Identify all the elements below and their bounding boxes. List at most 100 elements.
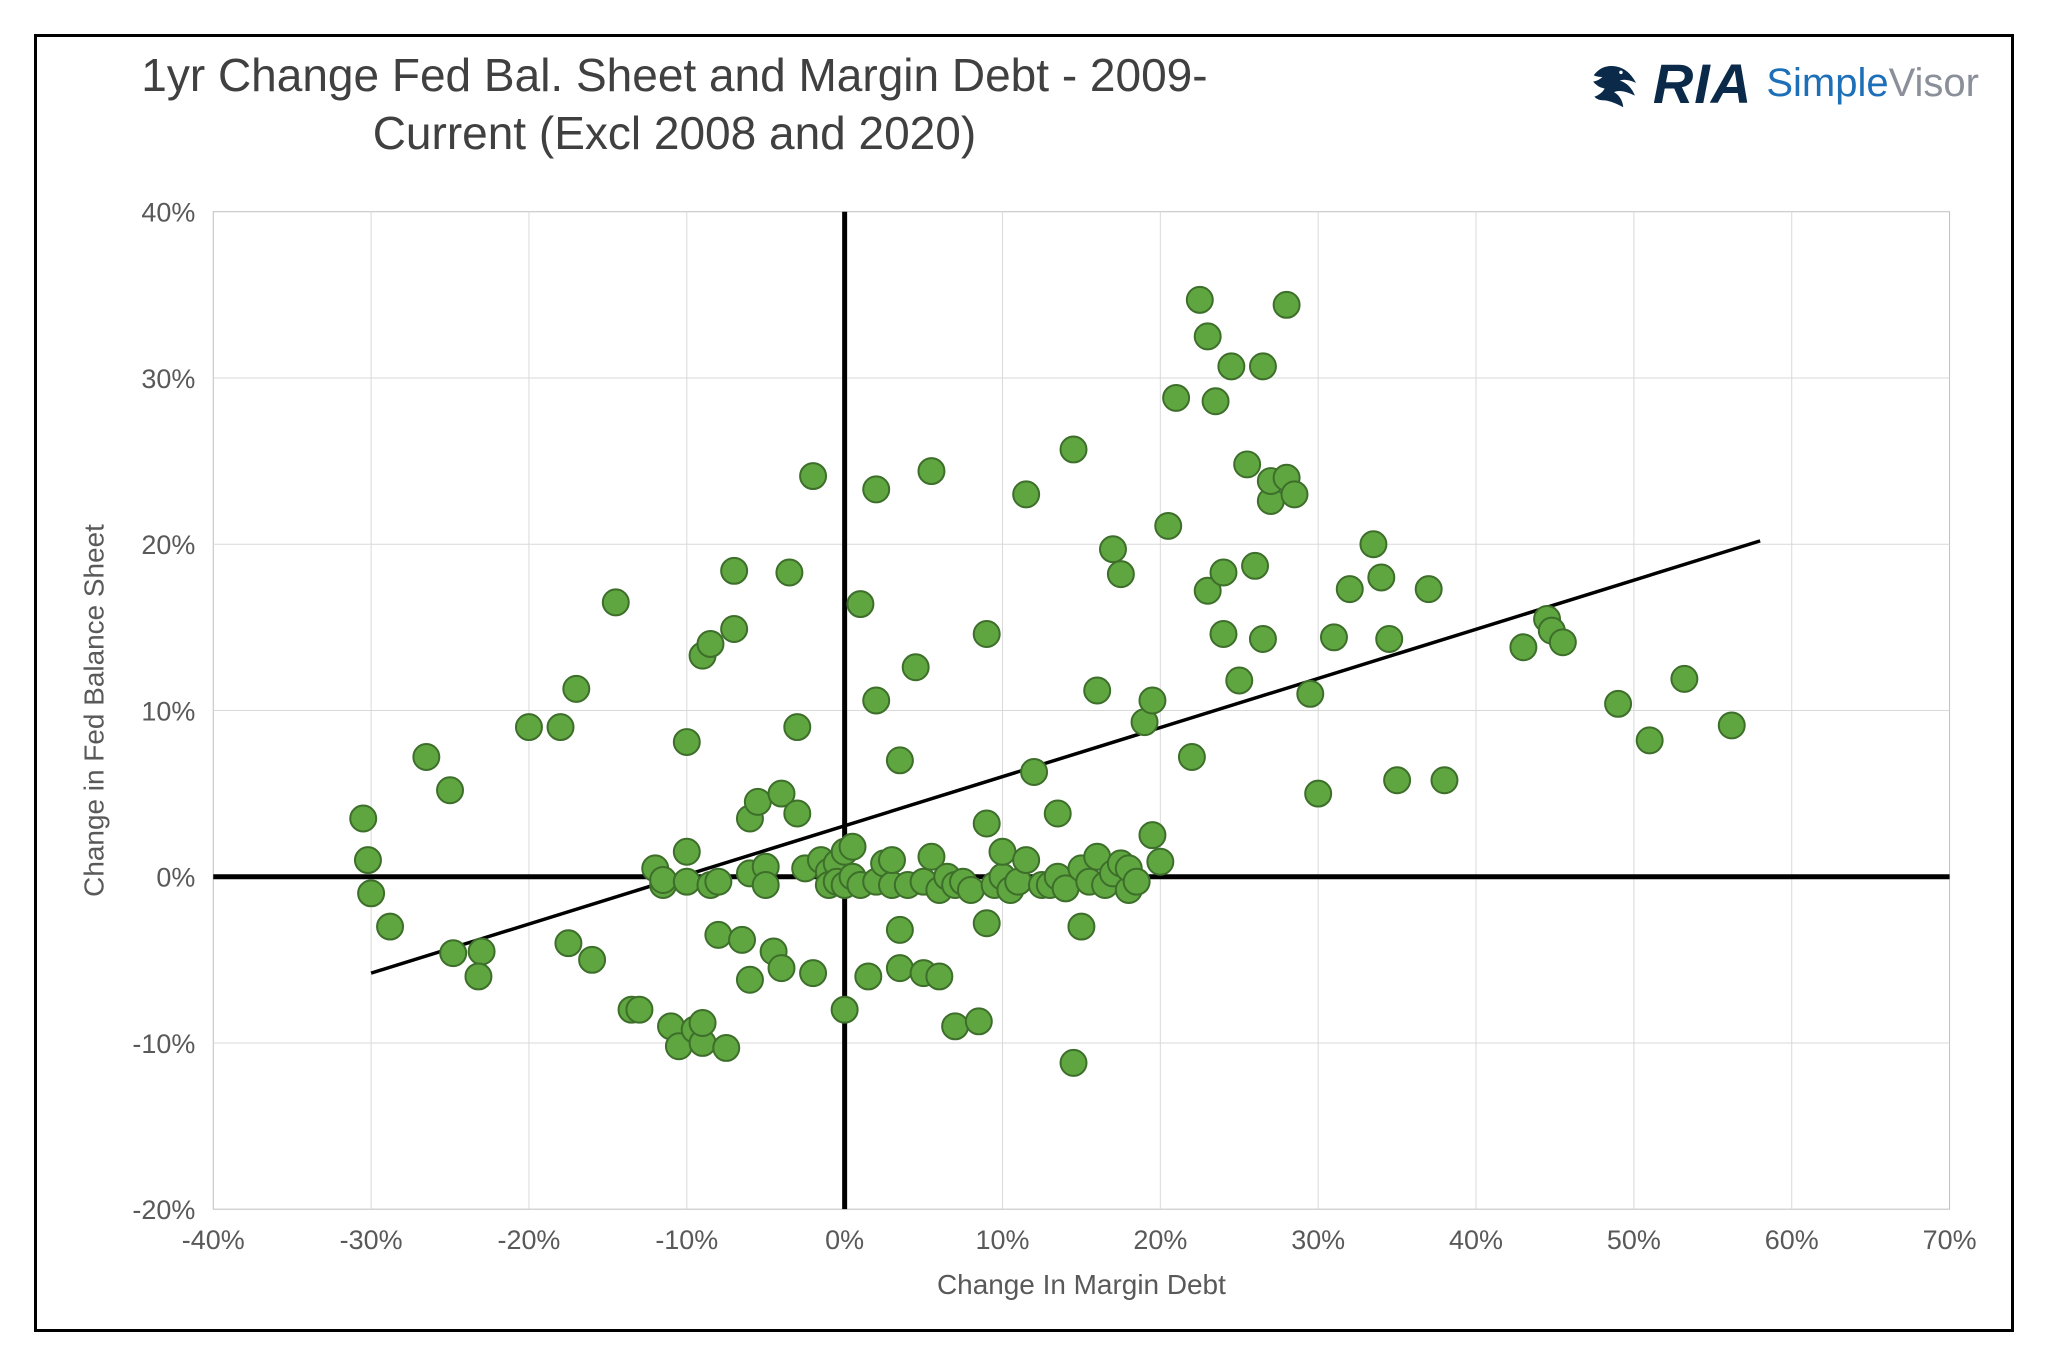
data-point bbox=[1337, 576, 1363, 602]
data-point bbox=[1021, 759, 1047, 785]
data-point bbox=[469, 939, 495, 965]
x-tick-label: 40% bbox=[1449, 1225, 1503, 1255]
data-point bbox=[1510, 634, 1536, 660]
data-point bbox=[358, 880, 384, 906]
data-point bbox=[1368, 564, 1394, 590]
data-point bbox=[1671, 666, 1697, 692]
data-point bbox=[555, 930, 581, 956]
data-point bbox=[1218, 353, 1244, 379]
data-point bbox=[1210, 621, 1236, 647]
data-point bbox=[879, 847, 905, 873]
data-point bbox=[887, 747, 913, 773]
data-point bbox=[1013, 481, 1039, 507]
data-point bbox=[737, 967, 763, 993]
data-point bbox=[840, 834, 866, 860]
data-point bbox=[1061, 1050, 1087, 1076]
y-tick-label: 30% bbox=[141, 364, 195, 394]
data-point bbox=[350, 806, 376, 832]
data-point bbox=[847, 591, 873, 617]
data-point bbox=[690, 1010, 716, 1036]
data-point bbox=[800, 463, 826, 489]
data-point bbox=[942, 1013, 968, 1039]
data-point bbox=[887, 917, 913, 943]
data-point bbox=[377, 914, 403, 940]
data-point bbox=[1250, 353, 1276, 379]
x-tick-label: 50% bbox=[1607, 1225, 1661, 1255]
data-point bbox=[1321, 624, 1347, 650]
data-point bbox=[563, 676, 589, 702]
data-point bbox=[1155, 513, 1181, 539]
data-point bbox=[674, 729, 700, 755]
data-point bbox=[465, 963, 491, 989]
x-tick-label: -10% bbox=[655, 1225, 718, 1255]
y-tick-label: 20% bbox=[141, 530, 195, 560]
data-point bbox=[626, 997, 652, 1023]
data-point bbox=[1274, 292, 1300, 318]
data-point bbox=[603, 589, 629, 615]
data-point bbox=[1384, 767, 1410, 793]
x-tick-label: 20% bbox=[1133, 1225, 1187, 1255]
data-point bbox=[721, 616, 747, 642]
data-point bbox=[1013, 847, 1039, 873]
data-point bbox=[697, 631, 723, 657]
data-point bbox=[1605, 691, 1631, 717]
data-point bbox=[1068, 914, 1094, 940]
data-point bbox=[650, 867, 676, 893]
x-tick-label: -40% bbox=[182, 1225, 245, 1255]
data-point bbox=[918, 458, 944, 484]
data-point bbox=[1147, 849, 1173, 875]
data-point bbox=[579, 947, 605, 973]
x-axis-label: Change In Margin Debt bbox=[937, 1269, 1226, 1300]
chart-frame: 1yr Change Fed Bal. Sheet and Margin Deb… bbox=[34, 34, 2014, 1332]
data-point bbox=[705, 869, 731, 895]
data-point bbox=[516, 714, 542, 740]
data-point bbox=[729, 927, 755, 953]
data-point bbox=[887, 955, 913, 981]
data-point bbox=[1163, 385, 1189, 411]
x-tick-label: 70% bbox=[1923, 1225, 1977, 1255]
data-point bbox=[776, 559, 802, 585]
data-point bbox=[863, 476, 889, 502]
data-point bbox=[1210, 559, 1236, 585]
data-point bbox=[1719, 712, 1745, 738]
data-point bbox=[713, 1035, 739, 1061]
data-point bbox=[548, 714, 574, 740]
data-point bbox=[1203, 388, 1229, 414]
data-point bbox=[1108, 561, 1134, 587]
data-point bbox=[1297, 681, 1323, 707]
data-point bbox=[437, 777, 463, 803]
data-point bbox=[753, 872, 779, 898]
data-point bbox=[1179, 744, 1205, 770]
data-point bbox=[1637, 727, 1663, 753]
data-point bbox=[1431, 767, 1457, 793]
data-point bbox=[1195, 323, 1221, 349]
x-tick-label: 60% bbox=[1765, 1225, 1819, 1255]
data-point bbox=[958, 877, 984, 903]
data-point bbox=[705, 922, 731, 948]
data-point bbox=[974, 811, 1000, 837]
data-point bbox=[990, 839, 1016, 865]
data-point bbox=[1139, 822, 1165, 848]
data-point bbox=[1250, 626, 1276, 652]
data-point bbox=[1305, 781, 1331, 807]
data-point bbox=[674, 839, 700, 865]
data-point bbox=[1416, 576, 1442, 602]
data-point bbox=[784, 714, 810, 740]
data-point bbox=[863, 688, 889, 714]
data-point bbox=[974, 621, 1000, 647]
data-point bbox=[1360, 531, 1386, 557]
y-axis-label: Change in Fed Balance Sheet bbox=[78, 524, 109, 897]
data-point bbox=[855, 963, 881, 989]
data-point bbox=[926, 963, 952, 989]
data-point bbox=[1226, 668, 1252, 694]
data-point bbox=[1242, 553, 1268, 579]
data-point bbox=[1084, 678, 1110, 704]
data-point bbox=[1376, 626, 1402, 652]
data-point bbox=[769, 955, 795, 981]
x-tick-label: 0% bbox=[825, 1225, 864, 1255]
data-point bbox=[413, 744, 439, 770]
x-tick-label: 10% bbox=[976, 1225, 1030, 1255]
data-point bbox=[440, 940, 466, 966]
y-tick-label: 40% bbox=[141, 198, 195, 228]
data-point bbox=[784, 801, 810, 827]
